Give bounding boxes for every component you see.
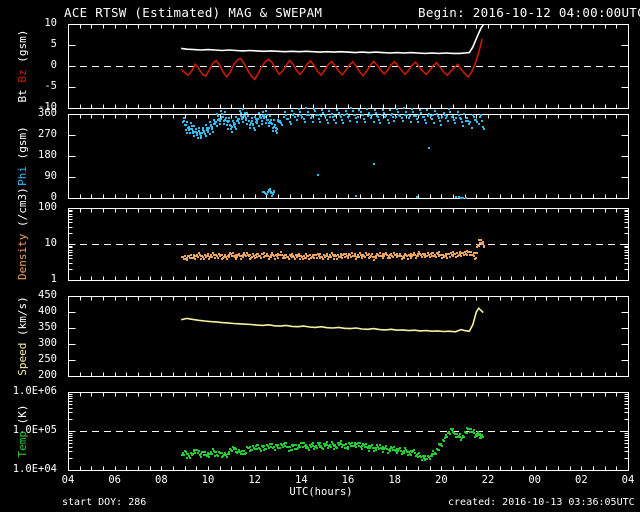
ylabel-part: Bt bbox=[16, 82, 29, 103]
x-axis-tick: 06 bbox=[108, 474, 121, 486]
panel-2-ytick: 90 bbox=[44, 170, 57, 182]
x-axis-tick: 22 bbox=[481, 474, 495, 486]
created-label: created: 2016-10-13 03:36:05UTC bbox=[448, 497, 635, 508]
panel-5-ytick: 1.0E+04 bbox=[12, 463, 57, 475]
panel-1-ytick: 0 bbox=[50, 59, 57, 71]
ylabel-part: (gsm) bbox=[16, 126, 29, 160]
panel-2-ytick: 0 bbox=[50, 191, 57, 203]
x-axis-tick: 16 bbox=[341, 474, 355, 486]
panel-4-ylabel: Speed (km/s) bbox=[16, 296, 29, 376]
panel-1-ytick: -5 bbox=[44, 80, 57, 92]
panel-5-ylabel: Temp (K) bbox=[16, 392, 29, 470]
ylabel-part: (gsm) bbox=[16, 29, 29, 63]
x-axis-tick: 00 bbox=[528, 474, 541, 486]
x-axis-tick: 04 bbox=[621, 474, 635, 486]
ylabel-part: (K) bbox=[16, 404, 29, 425]
panel-3-ylabel: Density (/cm3) bbox=[16, 187, 29, 280]
start-doy-label: start DOY: 286 bbox=[62, 497, 147, 508]
panel-3-ytick: 100 bbox=[38, 201, 57, 213]
ylabel-part: Bz bbox=[16, 62, 29, 83]
panel-1-ytick: 5 bbox=[50, 38, 57, 50]
x-axis-tick: 18 bbox=[388, 474, 401, 486]
panel-1-ytick: -10 bbox=[38, 101, 57, 113]
ylabel-part: (/cm3) bbox=[16, 187, 29, 228]
panel-3-ytick: 1 bbox=[50, 273, 57, 285]
x-axis-tick: 14 bbox=[295, 474, 308, 486]
panel-4-ytick: 200 bbox=[38, 369, 57, 381]
panel-5-ytick: 1.0E+05 bbox=[12, 424, 57, 436]
ylabel-part: (km/s) bbox=[16, 296, 29, 336]
panel-3-ytick: 10 bbox=[44, 237, 57, 249]
panel-1-ytick: 10 bbox=[44, 17, 57, 29]
x-axis-label: UTC(hours) bbox=[289, 486, 353, 498]
panel-1-ylabel: Bt Bz (gsm) bbox=[16, 24, 29, 108]
page-title: ACE RTSW (Estimated) MAG & SWEPAM bbox=[64, 5, 323, 20]
x-axis-tick: 12 bbox=[248, 474, 261, 486]
panel-2-ytick: 270 bbox=[38, 128, 57, 140]
panel-4-ytick: 400 bbox=[38, 305, 57, 317]
begin-time: Begin: 2016-10-12 04:00:00UTC bbox=[418, 5, 640, 20]
panel-2-ytick: 360 bbox=[38, 107, 57, 119]
ylabel-part: Speed bbox=[16, 336, 29, 376]
x-axis-tick: 10 bbox=[201, 474, 215, 486]
x-axis-tick: 02 bbox=[575, 474, 588, 486]
x-axis-tick: 20 bbox=[435, 474, 448, 486]
ylabel-part: Phi bbox=[16, 159, 29, 186]
ylabel-part: Temp bbox=[16, 424, 29, 458]
x-axis-tick: 08 bbox=[155, 474, 168, 486]
panel-2-ylabel: Phi (gsm) bbox=[16, 114, 29, 198]
panel-2-ytick: 180 bbox=[38, 149, 57, 161]
panel-5-ytick: 1.0E+06 bbox=[12, 385, 57, 397]
panel-4-ytick: 250 bbox=[38, 353, 57, 365]
panel-4-ytick: 450 bbox=[38, 289, 57, 301]
panel-4-ytick: 300 bbox=[38, 337, 57, 349]
x-axis-tick: 04 bbox=[61, 474, 75, 486]
ylabel-part: Density bbox=[16, 227, 29, 280]
panel-4-ytick: 350 bbox=[38, 321, 57, 333]
